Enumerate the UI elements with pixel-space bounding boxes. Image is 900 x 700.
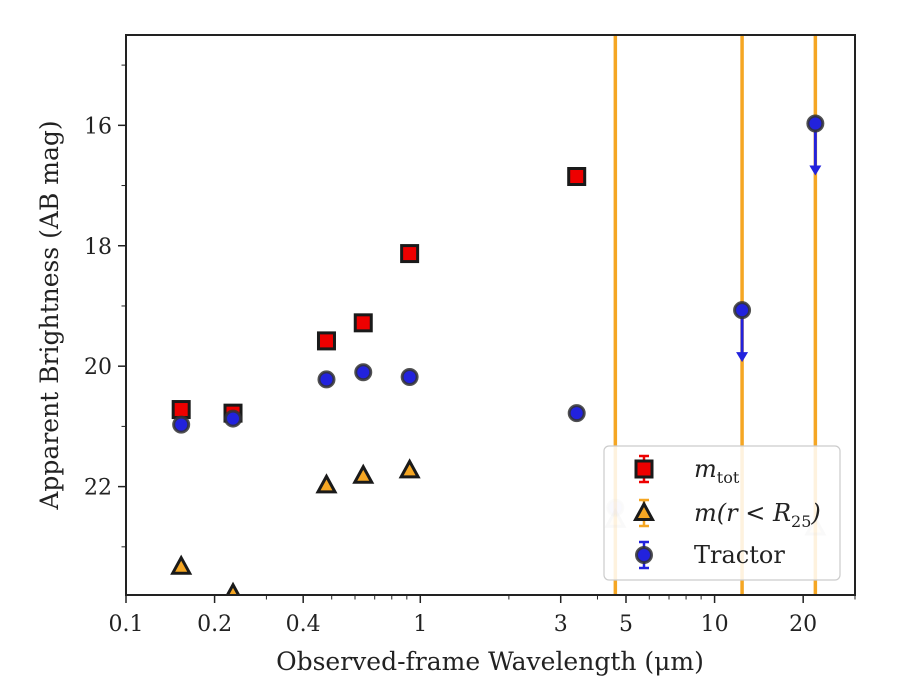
triangle-point-1-1: [225, 581, 241, 595]
x-tick-label-5: 5: [619, 612, 633, 637]
legend-marker-triangle: [632, 500, 656, 521]
triangle-point-1-2: [315, 473, 338, 494]
circle-point-2-7: [733, 301, 752, 320]
circle-point-2-0: [172, 415, 191, 434]
x-axis: 0.1 0.2 0.4 1 3 5 10 20: [109, 595, 856, 637]
upper-limit-arrowhead: [809, 165, 822, 176]
circle-point-2-8: [806, 114, 825, 133]
y-tick-label-0: 16: [84, 114, 112, 139]
circle-point-2-2: [317, 370, 336, 389]
legend-marker-circle: [635, 546, 653, 564]
y-tick-label-3: 22: [84, 476, 112, 501]
x-tick-label-1: 0.2: [197, 612, 232, 637]
x-tick-label-2: 0.4: [286, 612, 321, 637]
x-tick-label-3: 1: [413, 612, 427, 637]
data-marks: [170, 114, 827, 595]
circle-point-2-5: [567, 404, 586, 423]
legend: mtot m(r < R25) Tractor: [603, 445, 841, 581]
upper-limit-arrowhead: [736, 352, 749, 363]
square-point-0-4: [400, 244, 420, 264]
y-axis: 16 18 20 22: [84, 64, 126, 548]
legend-label-2: Tractor: [694, 541, 785, 569]
x-tick-label-0: 0.1: [109, 612, 144, 637]
triangle-point-1-0: [170, 554, 193, 575]
legend-label-0: mtot: [694, 455, 740, 487]
circle-point-2-3: [354, 363, 373, 382]
y-tick-label-2: 20: [84, 355, 112, 380]
y-tick-label-1: 18: [84, 235, 112, 260]
square-point-0-2: [316, 331, 336, 351]
plot-frame: [125, 34, 856, 596]
circle-point-2-1: [224, 409, 243, 428]
circle-point-2-4: [400, 368, 419, 387]
square-point-0-5: [567, 167, 587, 187]
legend-box: [603, 445, 841, 581]
square-point-0-0: [171, 400, 191, 420]
triangle-point-1-3: [352, 463, 375, 484]
x-tick-label-6: 10: [701, 612, 729, 637]
legend-label-1: m(r < R25): [694, 499, 821, 531]
x-tick-label-4: 3: [554, 612, 568, 637]
x-tick-label-7: 20: [789, 612, 817, 637]
legend-marker-square: [634, 459, 654, 479]
y-axis-label: Apparent Brightness (AB mag): [35, 120, 64, 510]
triangle-point-1-4: [398, 458, 421, 479]
x-axis-label: Observed-frame Wavelength (μm): [276, 647, 704, 676]
square-point-0-3: [353, 313, 373, 333]
